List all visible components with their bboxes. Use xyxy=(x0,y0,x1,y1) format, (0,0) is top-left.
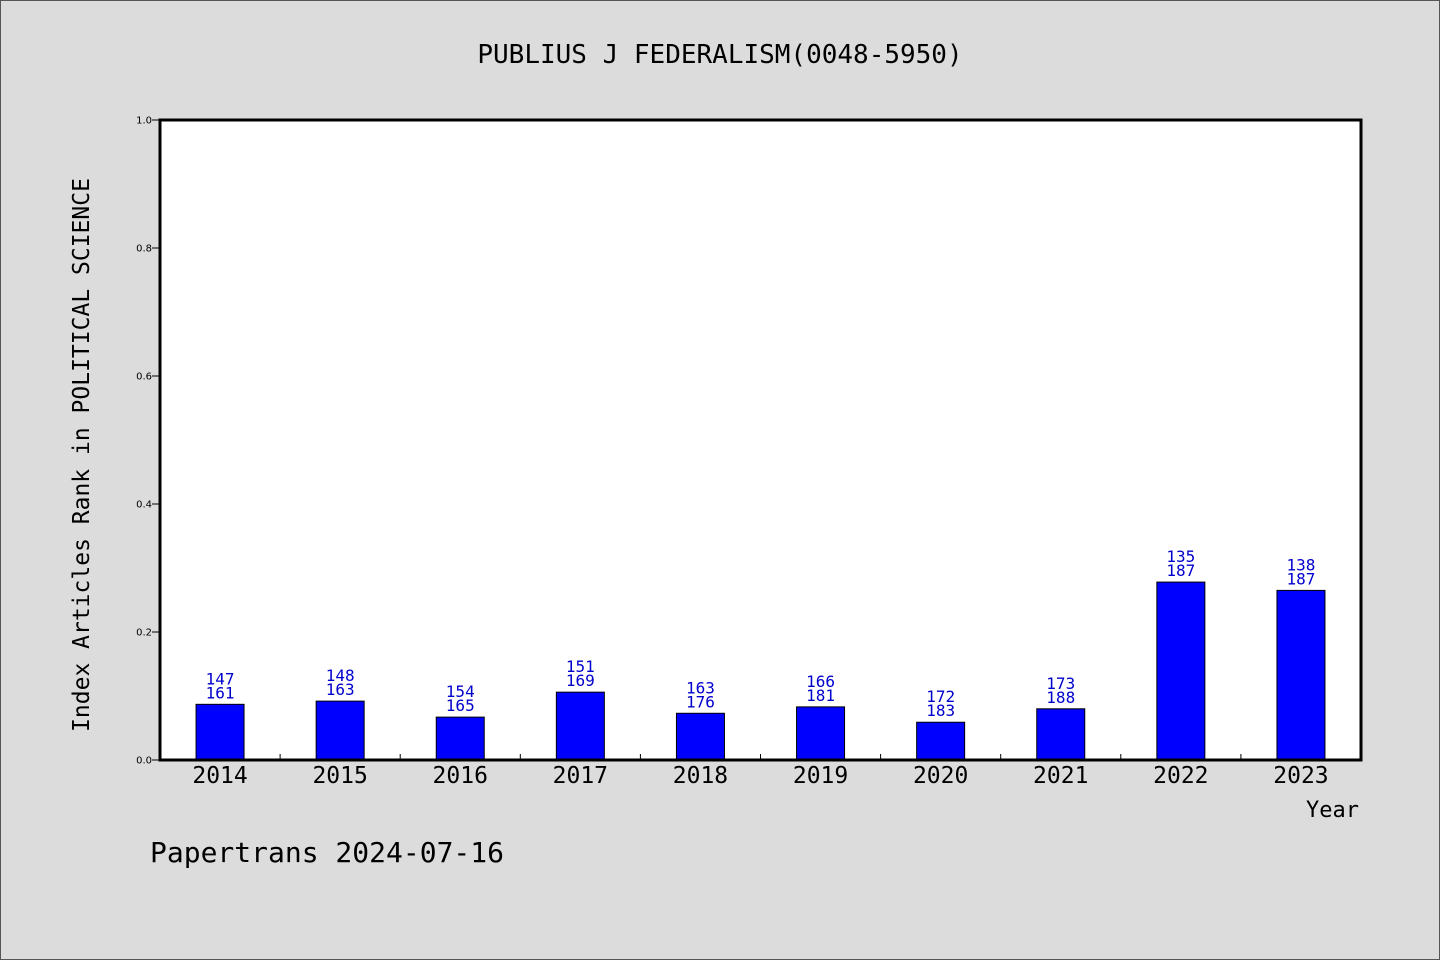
x-tick-label: 2017 xyxy=(553,763,608,789)
bar-total-label: 161 xyxy=(206,683,235,702)
bar-2021 xyxy=(1036,708,1086,761)
y-tick-label: 0.4 xyxy=(136,500,152,511)
y-tick-label: 1.0 xyxy=(136,116,152,127)
bars-group xyxy=(195,581,1326,761)
bar-total-label: 165 xyxy=(446,696,475,715)
x-tick-label: 2014 xyxy=(192,763,247,789)
bar-rank-label: 135 xyxy=(1166,547,1195,566)
bar-rank-label: 172 xyxy=(926,687,955,706)
x-axis-ticks: 2014 2015 2016 2017 2018 2019 2020 2021 2022 2023 xyxy=(192,754,1329,789)
bar-total-label: 169 xyxy=(566,671,595,690)
y-tick-label: 0.8 xyxy=(136,244,152,255)
x-tick-label: 2020 xyxy=(913,763,968,789)
bar-rank-label: 151 xyxy=(566,657,595,676)
x-tick-label: 2021 xyxy=(1033,763,1088,789)
x-tick-label: 2023 xyxy=(1273,763,1328,789)
bar-2018 xyxy=(675,712,725,761)
bar-2019 xyxy=(796,706,846,761)
bar-rank-label: 147 xyxy=(206,669,235,688)
bar-2022 xyxy=(1156,581,1206,761)
bar-2017 xyxy=(555,691,605,761)
bar-total-label: 176 xyxy=(686,692,715,711)
x-tick-label: 2019 xyxy=(793,763,848,789)
bar-2023 xyxy=(1276,589,1326,761)
bar-rank-label: 148 xyxy=(326,666,355,685)
x-tick-label: 2016 xyxy=(433,763,488,789)
bar-2014 xyxy=(195,703,245,761)
chart-title: PUBLIUS J FEDERALISM(0048-5950) xyxy=(477,40,962,70)
bar-2015 xyxy=(315,700,365,761)
y-tick-label: 0.2 xyxy=(136,628,152,639)
bar-rank-label: 138 xyxy=(1286,555,1315,574)
x-axis-label: Year xyxy=(1306,798,1359,823)
bar-total-label: 181 xyxy=(806,686,835,705)
bar-rank-label: 173 xyxy=(1046,674,1075,693)
x-tick-label: 2018 xyxy=(673,763,728,789)
credit-text: Papertrans 2024-07-16 xyxy=(150,836,504,869)
bar-total-label: 187 xyxy=(1286,569,1315,588)
x-tick-label: 2015 xyxy=(312,763,367,789)
bar-total-label: 188 xyxy=(1046,688,1075,707)
plot-border xyxy=(158,118,1363,762)
bar-total-label: 187 xyxy=(1166,561,1195,580)
y-axis-ticks: 0.0 0.2 0.4 0.6 0.8 1.0 xyxy=(136,116,160,767)
bar-rank-label: 154 xyxy=(446,682,475,701)
bar-2016 xyxy=(435,716,485,761)
bar-total-label: 163 xyxy=(326,680,355,699)
y-tick-label: 0.0 xyxy=(136,756,152,767)
bar-rank-label: 163 xyxy=(686,678,715,697)
y-tick-label: 0.6 xyxy=(136,372,152,383)
bar-2020 xyxy=(916,721,966,761)
y-axis-label: Index Articles Rank in POLITICAL SCIENCE xyxy=(69,178,95,732)
x-tick-label: 2022 xyxy=(1153,763,1208,789)
bar-total-label: 183 xyxy=(926,701,955,720)
bar-rank-label: 166 xyxy=(806,672,835,691)
